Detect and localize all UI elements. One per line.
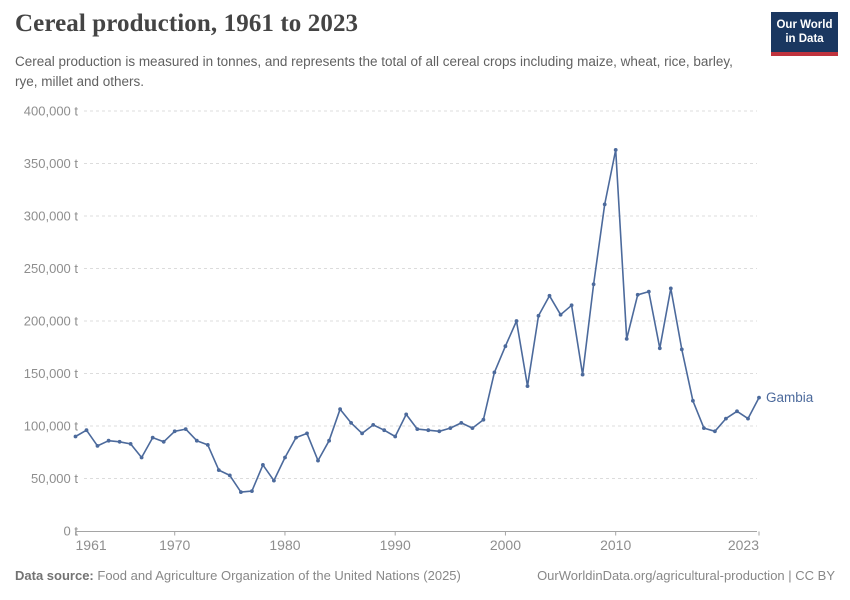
data-point[interactable]	[172, 429, 177, 434]
owid-logo-text: Our World in Data	[771, 12, 838, 52]
data-point[interactable]	[679, 347, 684, 352]
data-point[interactable]	[106, 438, 111, 443]
data-point[interactable]	[84, 428, 89, 433]
data-point[interactable]	[73, 434, 78, 439]
data-point[interactable]	[514, 319, 519, 323]
data-point[interactable]	[602, 202, 607, 207]
data-point[interactable]	[691, 398, 695, 403]
y-tick-label: 400,000 t	[24, 104, 79, 119]
data-point[interactable]	[448, 426, 453, 430]
data-point[interactable]	[724, 416, 728, 421]
data-point[interactable]	[746, 416, 750, 421]
data-point[interactable]	[205, 443, 210, 447]
data-point[interactable]	[470, 426, 475, 430]
data-point[interactable]	[646, 289, 651, 294]
data-point[interactable]	[272, 478, 276, 483]
data-point[interactable]	[360, 431, 364, 436]
y-tick-label: 300,000 t	[24, 209, 79, 224]
data-point[interactable]	[128, 442, 133, 446]
data-point[interactable]	[239, 490, 243, 494]
data-point[interactable]	[735, 409, 739, 414]
data-point[interactable]	[294, 435, 298, 440]
y-tick-label: 0 t	[64, 524, 79, 539]
y-tick-label: 150,000 t	[24, 366, 79, 381]
y-tick-label: 50,000 t	[31, 471, 78, 486]
chart-subtitle: Cereal production is measured in tonnes,…	[15, 54, 733, 89]
data-point[interactable]	[261, 463, 265, 467]
data-point[interactable]	[227, 473, 232, 478]
data-point[interactable]	[624, 337, 629, 341]
credit-link[interactable]: OurWorldinData.org/agricultural-producti…	[537, 568, 835, 583]
data-point[interactable]	[580, 372, 585, 377]
x-tick-label: 1961	[76, 537, 107, 553]
x-tick-label: 2000	[490, 537, 521, 553]
data-point[interactable]	[95, 444, 100, 448]
data-point[interactable]	[525, 384, 530, 388]
x-tick-label: 1980	[269, 537, 300, 553]
data-point[interactable]	[382, 428, 387, 433]
data-point[interactable]	[702, 426, 706, 430]
data-point[interactable]	[250, 489, 254, 493]
data-point[interactable]	[591, 282, 596, 287]
data-point[interactable]	[415, 427, 420, 431]
data-point[interactable]	[371, 423, 376, 427]
data-point[interactable]	[161, 439, 166, 444]
data-point[interactable]	[305, 431, 309, 436]
x-tick-label: 2023	[728, 537, 759, 553]
data-point[interactable]	[194, 438, 199, 443]
data-point[interactable]	[635, 292, 640, 297]
data-point[interactable]	[558, 312, 563, 317]
owid-logo-stripe	[771, 51, 838, 56]
owid-logo-line1: Our World	[776, 19, 833, 31]
data-point[interactable]	[547, 293, 552, 298]
owid-logo-line2: in Data	[785, 33, 824, 46]
data-point[interactable]	[316, 458, 320, 463]
owid-logo[interactable]: Our World in Data	[771, 12, 838, 56]
chart-title: Cereal production, 1961 to 2023	[15, 10, 359, 37]
data-point[interactable]	[668, 286, 673, 291]
data-point[interactable]	[338, 407, 342, 412]
x-tick-label: 1990	[380, 537, 411, 553]
data-point[interactable]	[426, 428, 431, 433]
x-tick-label: 1970	[159, 537, 190, 553]
data-point[interactable]	[713, 429, 717, 434]
data-point[interactable]	[117, 439, 122, 444]
data-point[interactable]	[216, 468, 221, 472]
data-point[interactable]	[150, 435, 155, 440]
y-tick-label: 200,000 t	[24, 314, 79, 329]
data-point[interactable]	[657, 346, 662, 351]
data-point[interactable]	[183, 427, 188, 431]
data-source: Data source: Food and Agriculture Organi…	[15, 568, 461, 583]
data-source-label: Data source:	[15, 568, 94, 583]
data-point[interactable]	[349, 421, 353, 425]
data-source-text: Food and Agriculture Organization of the…	[97, 568, 461, 583]
chart-footer: Data source: Food and Agriculture Organi…	[15, 568, 835, 583]
y-tick-label: 250,000 t	[24, 261, 79, 276]
data-point[interactable]	[437, 429, 442, 434]
data-point[interactable]	[393, 434, 398, 439]
y-tick-label: 100,000 t	[24, 419, 79, 434]
data-point[interactable]	[536, 313, 541, 318]
data-point[interactable]	[503, 344, 508, 349]
data-point[interactable]	[481, 417, 486, 422]
data-point[interactable]	[492, 370, 497, 375]
series-end-label[interactable]: Gambia	[766, 390, 814, 405]
x-tick-label: 2010	[600, 537, 631, 553]
data-point[interactable]	[569, 303, 574, 308]
data-point[interactable]	[613, 148, 618, 152]
data-point[interactable]	[327, 438, 331, 443]
data-point[interactable]	[283, 455, 287, 460]
data-point[interactable]	[139, 455, 144, 460]
data-point[interactable]	[404, 412, 409, 417]
data-point[interactable]	[757, 395, 761, 400]
data-point[interactable]	[459, 421, 464, 425]
y-tick-label: 350,000 t	[24, 156, 79, 171]
